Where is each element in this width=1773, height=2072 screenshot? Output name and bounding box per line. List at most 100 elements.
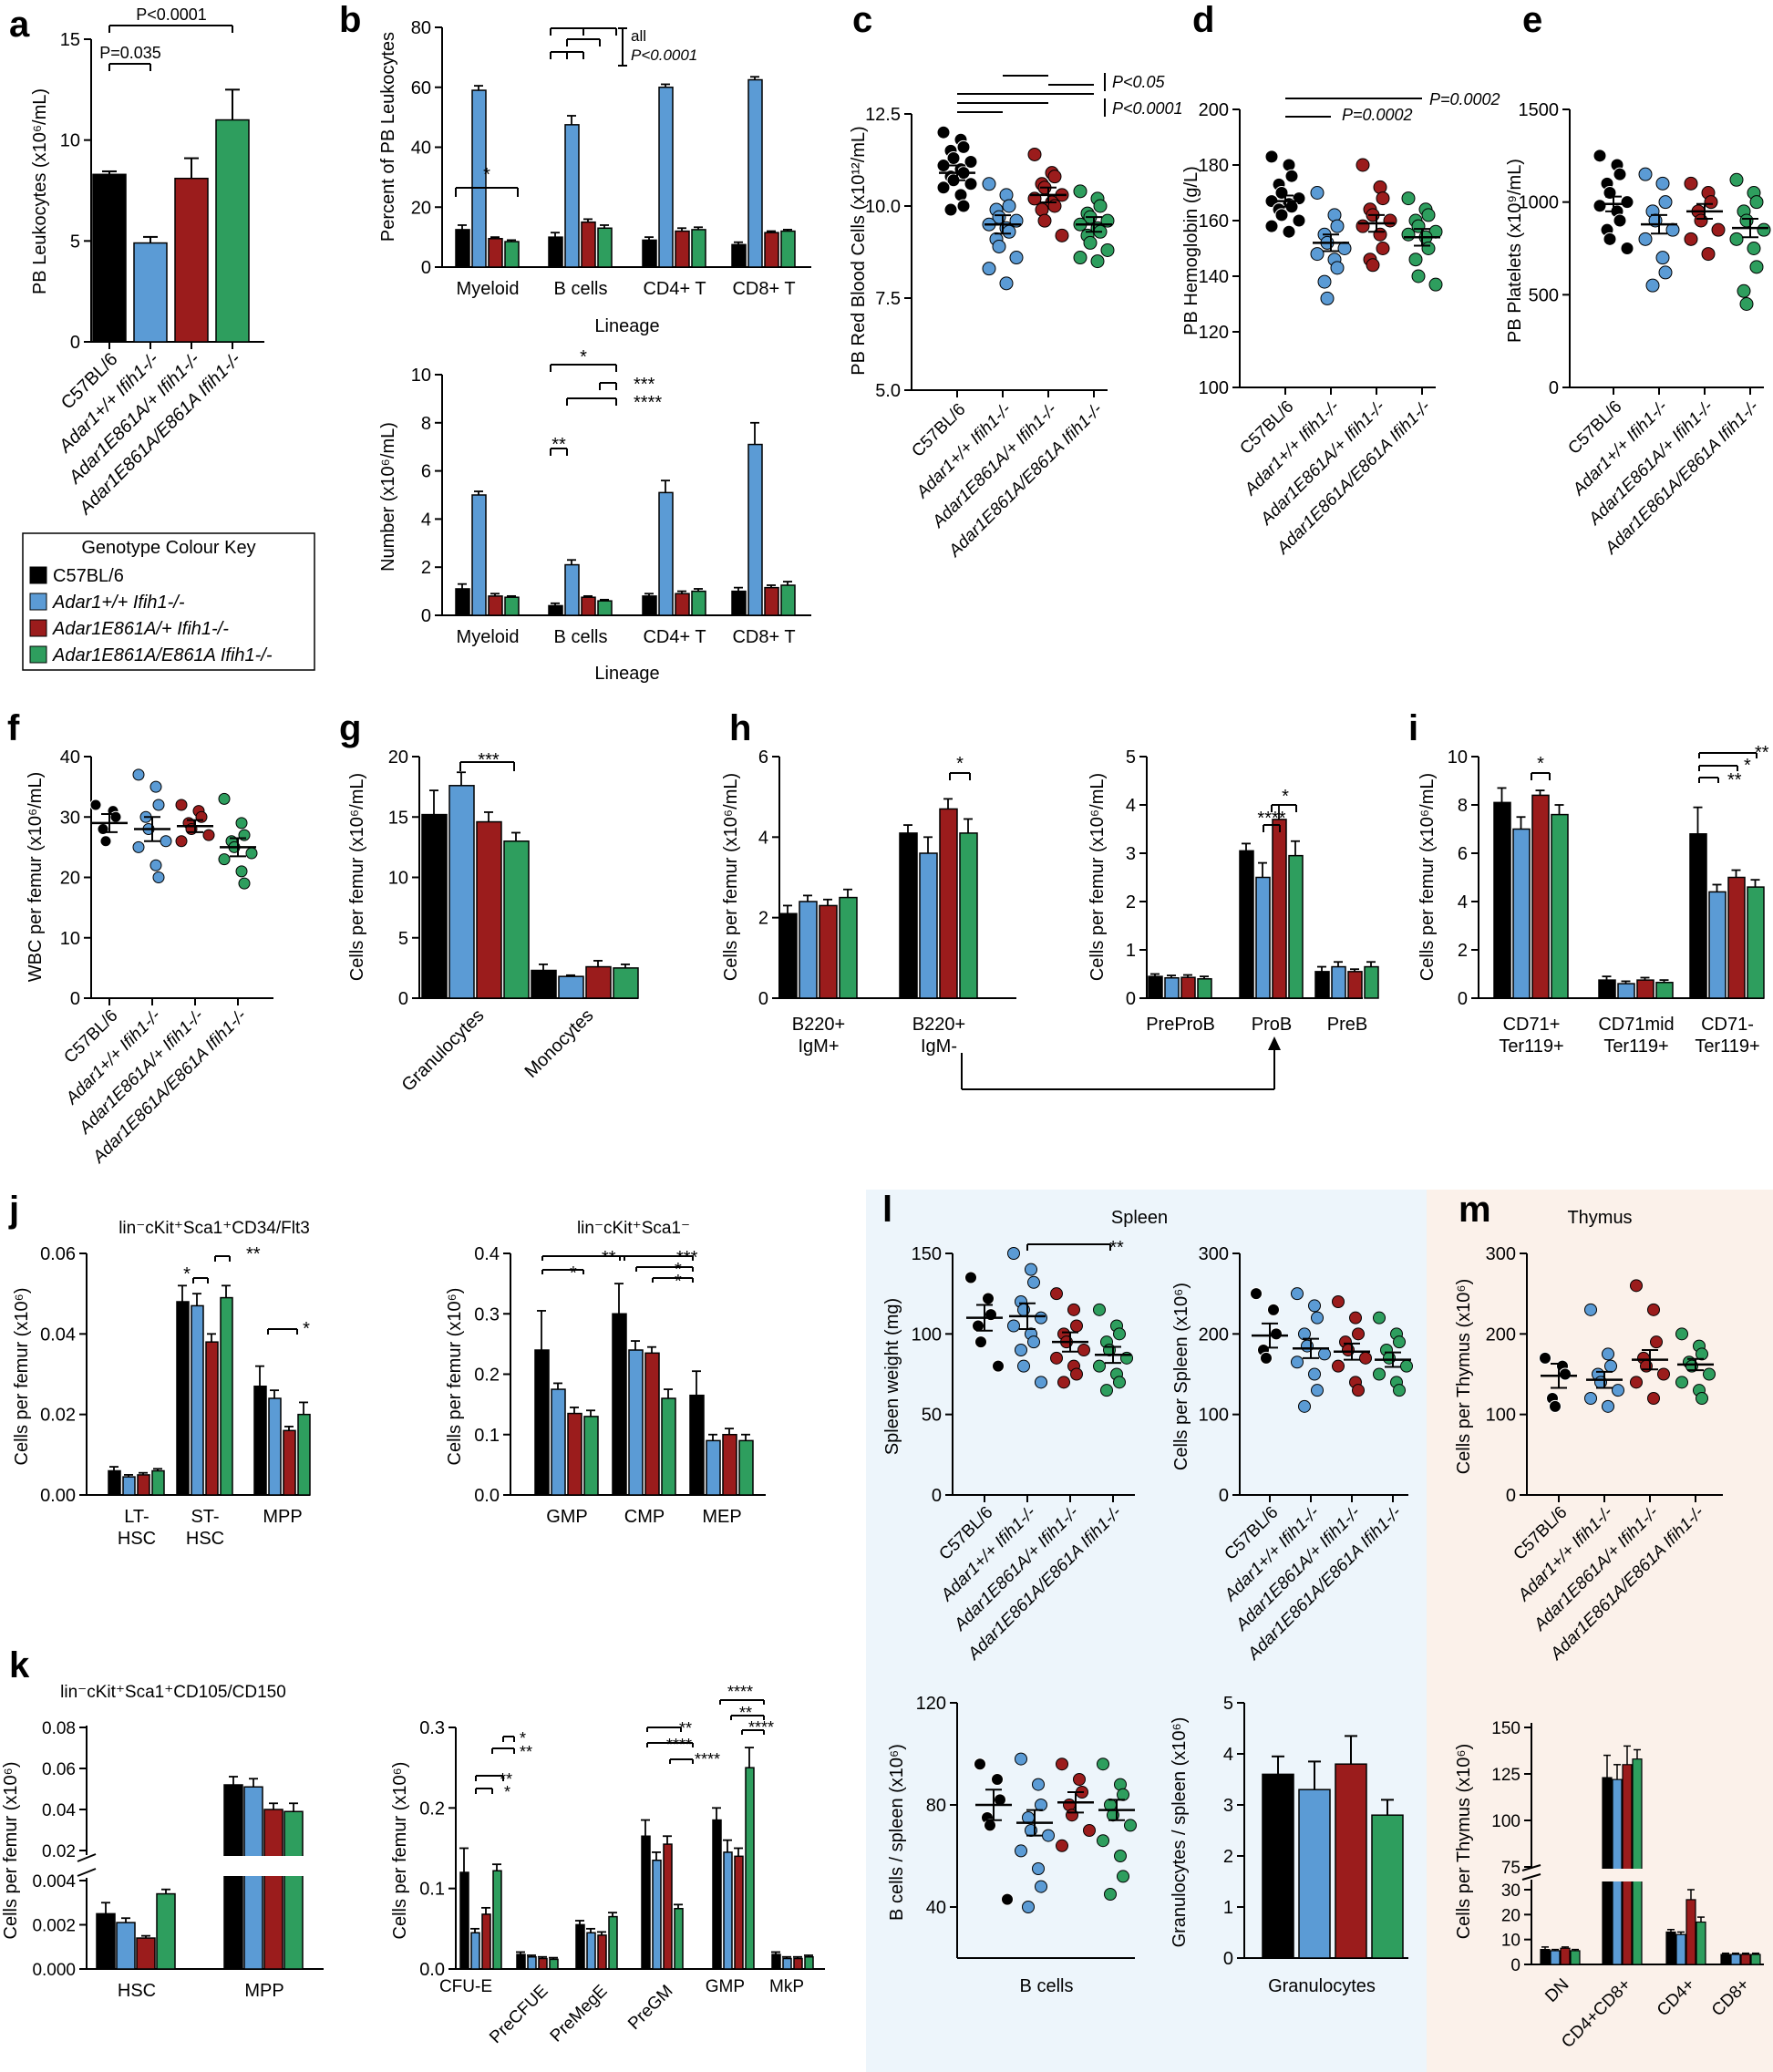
x-tick-label: PreMegE [547, 1982, 612, 2046]
bar [745, 1767, 755, 1970]
x-tick-label: IgM- [921, 1036, 957, 1057]
data-point [1330, 219, 1345, 233]
y-tick-label: 0 [1219, 1486, 1229, 1506]
data-point [974, 1335, 987, 1349]
key-swatch [29, 566, 47, 584]
x-axis-label: Lineage [594, 664, 659, 684]
y-axis-label: Cells per femur (x10⁶/mL) [1088, 773, 1108, 981]
bar [548, 236, 563, 268]
panel-b-number: 0 2 4 6 8 10 Number (x10⁶/mL) Myeloid B cells CD4… [378, 347, 811, 684]
significance-label: * [956, 754, 964, 774]
data-point [991, 1773, 1004, 1786]
data-point [1749, 260, 1764, 274]
bar [793, 1957, 803, 1970]
data-point [992, 1359, 1005, 1373]
genotype-colour-key: Genotype Colour Key C57BL/6 Adar1+/+ Ifih1… [22, 532, 315, 671]
bar [516, 1953, 526, 1970]
y-axis-label: PB Red Blood Cells (x10¹²/mL) [849, 126, 869, 375]
y-tick-label: 0.2 [419, 1799, 445, 1819]
significance-label: *** [676, 1248, 698, 1268]
panel-letter: k [9, 1645, 30, 1685]
break-gap [1600, 1869, 1647, 1881]
y-tick-label: 40 [411, 139, 431, 159]
data-point [943, 202, 958, 217]
data-point [1373, 1367, 1386, 1381]
y-tick-label: 0 [932, 1486, 942, 1506]
y-tick-label: 0.1 [419, 1880, 445, 1900]
x-tick-label: ProB [1252, 1015, 1292, 1035]
bar [421, 813, 448, 999]
bar [503, 840, 530, 999]
data-point [1602, 1347, 1614, 1361]
bar [706, 1439, 721, 1496]
bar [734, 1855, 744, 1970]
data-point [1035, 1799, 1047, 1811]
bar [551, 1388, 566, 1496]
y-tick-label: 20 [60, 869, 80, 889]
bar [504, 241, 520, 268]
data-point [956, 199, 971, 213]
data-point [1073, 1773, 1086, 1786]
panel-g: 0 5 10 15 20 Cells per femur (x10⁶/mL) Granulo… [347, 747, 639, 1096]
data-point [152, 799, 165, 811]
bar [658, 87, 674, 268]
data-point [1067, 1303, 1080, 1316]
significance-label: ** [602, 1248, 616, 1268]
x-tick-label: CD8+ T [732, 279, 795, 299]
y-tick-label: 75 [1501, 1859, 1520, 1878]
data-point [1077, 1344, 1090, 1356]
y-tick-label: 0.1 [474, 1426, 500, 1446]
y-tick-label: 10 [388, 869, 408, 889]
significance-label: **** [666, 1736, 692, 1754]
spleen-background [866, 1190, 1427, 2072]
bar [1655, 982, 1674, 999]
data-point [1093, 1359, 1106, 1373]
data-point [1737, 283, 1751, 298]
bar [471, 494, 487, 616]
x-tick-label: PreCFUE [486, 1982, 551, 2047]
bar [1617, 983, 1635, 999]
y-axis-label: WBC per femur (x10⁶/mL) [26, 772, 46, 983]
bar [778, 912, 798, 999]
data-point [1264, 219, 1279, 233]
y-axis-label: Cells per femur (x10⁶) [1, 1762, 21, 1940]
bar [1288, 854, 1304, 999]
x-axis-label: B cells [1020, 1976, 1074, 1996]
bar [782, 1957, 792, 1970]
y-tick-label: 0.002 [32, 1917, 76, 1936]
data-point [936, 159, 951, 173]
significance-label: **** [727, 1683, 753, 1701]
bar [1512, 828, 1531, 999]
bar [116, 1922, 136, 1970]
x-tick-label: Ter119+ [1499, 1036, 1563, 1057]
y-tick-label: 0.04 [42, 1801, 76, 1820]
y-tick-label: 10 [60, 131, 80, 151]
data-point [238, 877, 251, 890]
x-tick-label: CMP [624, 1507, 665, 1527]
x-tick-label: Ter119+ [1695, 1036, 1759, 1057]
data-point [1376, 191, 1390, 206]
data-point [1359, 1351, 1372, 1365]
bar [1364, 965, 1379, 999]
x-tick-label: Granulocytes [398, 1005, 489, 1096]
p-value-label: P=0.0002 [1342, 106, 1413, 124]
y-tick-label: 0.00 [40, 1486, 76, 1506]
data-point [1073, 251, 1088, 265]
data-point [1057, 1376, 1070, 1389]
p-value-label: P<0.0001 [136, 5, 207, 24]
key-label: Adar1+/+ Ifih1-/- [52, 593, 185, 613]
y-tick-label: 150 [1491, 1719, 1520, 1738]
p-value-label: P=0.035 [99, 44, 161, 62]
significance-label: all [631, 27, 646, 45]
bar [151, 1469, 165, 1496]
bar [689, 1394, 705, 1496]
data-point [1015, 1844, 1027, 1858]
bar [1689, 833, 1707, 999]
bar [658, 491, 674, 616]
y-tick-label: 0 [1506, 1486, 1516, 1506]
data-point [1638, 232, 1653, 246]
y-tick-label: 160 [1199, 211, 1229, 232]
data-point [982, 262, 996, 276]
key-row [25, 562, 313, 588]
key-title: Genotype Colour Key [81, 538, 255, 558]
